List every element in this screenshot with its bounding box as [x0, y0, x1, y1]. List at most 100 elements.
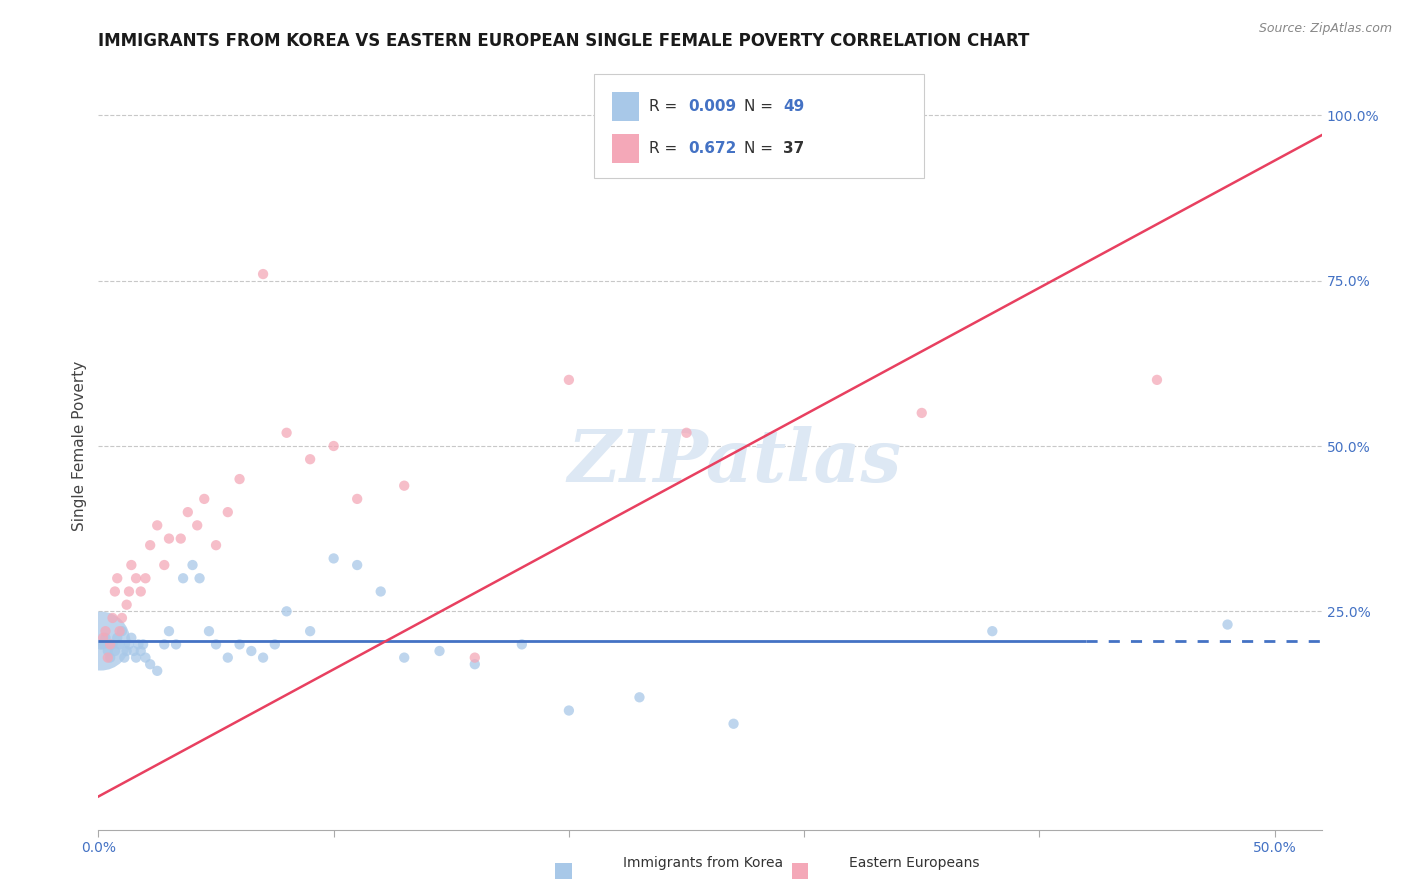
Point	[153, 558, 176, 572]
Point	[217, 650, 239, 665]
Point	[118, 584, 141, 599]
Point	[628, 690, 651, 705]
Point	[120, 558, 142, 572]
Point	[346, 491, 368, 506]
Point	[188, 571, 211, 585]
Point	[157, 624, 180, 639]
Point	[139, 538, 162, 552]
Text: 37: 37	[783, 141, 804, 156]
Text: Immigrants from Korea: Immigrants from Korea	[623, 856, 783, 870]
Point	[139, 657, 162, 672]
Point	[165, 637, 187, 651]
Point	[276, 604, 298, 618]
Point	[322, 551, 344, 566]
Point	[186, 518, 208, 533]
Point	[558, 373, 581, 387]
Point	[108, 624, 131, 639]
Point	[205, 637, 228, 651]
Point	[346, 558, 368, 572]
Text: Eastern Europeans: Eastern Europeans	[849, 856, 979, 870]
Point	[104, 584, 127, 599]
Text: ZIPatlas: ZIPatlas	[568, 425, 901, 497]
Point	[108, 637, 131, 651]
Point	[723, 716, 745, 731]
Point	[105, 631, 128, 645]
Point	[90, 634, 112, 648]
Point	[134, 650, 156, 665]
Point	[240, 644, 263, 658]
Point	[146, 664, 169, 678]
Point	[129, 584, 152, 599]
FancyBboxPatch shape	[593, 74, 924, 178]
Point	[1146, 373, 1168, 387]
Point	[90, 637, 112, 651]
Text: R =: R =	[648, 99, 682, 113]
Point	[134, 571, 156, 585]
Point	[157, 532, 180, 546]
Point	[101, 611, 124, 625]
Point	[94, 624, 117, 639]
Point	[101, 637, 124, 651]
Point	[263, 637, 285, 651]
Text: IMMIGRANTS FROM KOREA VS EASTERN EUROPEAN SINGLE FEMALE POVERTY CORRELATION CHAR: IMMIGRANTS FROM KOREA VS EASTERN EUROPEA…	[98, 32, 1029, 50]
Point	[198, 624, 221, 639]
Point	[464, 650, 486, 665]
Point	[112, 650, 135, 665]
Point	[181, 558, 204, 572]
Point	[146, 518, 169, 533]
Text: N =: N =	[744, 141, 778, 156]
Point	[299, 624, 322, 639]
Point	[172, 571, 194, 585]
Text: 49: 49	[783, 99, 804, 113]
Point	[111, 611, 134, 625]
Text: 0.009: 0.009	[688, 99, 737, 113]
Point	[252, 267, 274, 281]
Text: 0.672: 0.672	[688, 141, 737, 156]
Point	[118, 637, 141, 651]
Point	[558, 704, 581, 718]
Text: Source: ZipAtlas.com: Source: ZipAtlas.com	[1258, 22, 1392, 36]
Point	[91, 631, 114, 645]
Point	[370, 584, 392, 599]
Point	[125, 571, 148, 585]
Text: N =: N =	[744, 99, 778, 113]
Point	[98, 650, 121, 665]
Y-axis label: Single Female Poverty: Single Female Poverty	[72, 361, 87, 531]
Point	[392, 650, 416, 665]
Point	[911, 406, 934, 420]
Point	[97, 650, 120, 665]
Point	[120, 631, 142, 645]
Point	[217, 505, 239, 519]
Point	[193, 491, 215, 506]
Point	[205, 538, 228, 552]
Point	[115, 644, 138, 658]
Point	[105, 571, 128, 585]
Point	[170, 532, 193, 546]
Point	[104, 644, 127, 658]
Point	[675, 425, 697, 440]
Point	[125, 650, 148, 665]
FancyBboxPatch shape	[612, 134, 640, 163]
Point	[129, 644, 152, 658]
Point	[97, 644, 120, 658]
Point	[299, 452, 322, 467]
Point	[252, 650, 274, 665]
Point	[115, 598, 138, 612]
Point	[228, 472, 250, 486]
Point	[177, 505, 200, 519]
Point	[132, 637, 155, 651]
FancyBboxPatch shape	[612, 92, 640, 120]
Point	[322, 439, 344, 453]
Point	[122, 644, 145, 658]
Point	[98, 637, 121, 651]
Point	[429, 644, 451, 658]
Point	[91, 637, 114, 651]
Point	[94, 631, 117, 645]
Point	[153, 637, 176, 651]
Point	[111, 624, 134, 639]
Point	[127, 637, 149, 651]
Point	[1216, 617, 1239, 632]
Point	[228, 637, 250, 651]
Point	[276, 425, 298, 440]
Point	[392, 478, 416, 492]
